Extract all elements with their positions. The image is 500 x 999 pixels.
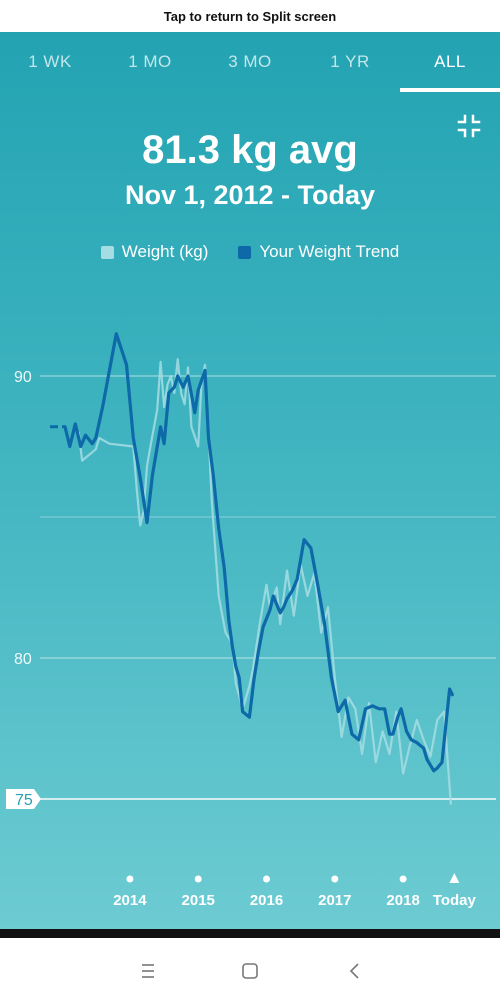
split-screen-banner[interactable]: Tap to return to Split screen bbox=[0, 0, 500, 32]
x-tick-label: 2014 bbox=[113, 892, 147, 909]
date-range-subtitle: Nov 1, 2012 - Today bbox=[124, 180, 376, 210]
tab-label: ALL bbox=[434, 52, 466, 71]
tab-3-months[interactable]: 3 MO bbox=[200, 32, 300, 92]
trend-series-line bbox=[63, 332, 454, 773]
y-tick-label: 75 bbox=[15, 792, 33, 809]
x-tick-marker bbox=[399, 875, 407, 883]
y-tick-label: 90 bbox=[14, 369, 32, 386]
x-tick-marker bbox=[263, 875, 271, 883]
tab-1-week[interactable]: 1 WK bbox=[0, 32, 100, 92]
x-tick-marker bbox=[126, 875, 134, 883]
x-tick-label: 2018 bbox=[386, 892, 419, 909]
tab-all[interactable]: ALL bbox=[400, 32, 500, 92]
tab-1-year[interactable]: 1 YR bbox=[300, 32, 400, 92]
x-tick-triangle-marker bbox=[449, 873, 460, 883]
legend-label-weight: Weight (kg) bbox=[121, 242, 209, 261]
menu-icon[interactable] bbox=[133, 956, 163, 986]
legend-item-weight: Weight (kg) bbox=[100, 242, 209, 262]
x-tick-label: 2016 bbox=[250, 892, 283, 909]
tab-label: 1 YR bbox=[330, 52, 370, 71]
weight-series-line bbox=[77, 358, 452, 805]
split-screen-label: Tap to return to Split screen bbox=[163, 8, 337, 24]
time-range-tabs: 1 WK 1 MO 3 MO 1 YR ALL bbox=[0, 32, 500, 92]
x-tick-label: 2017 bbox=[318, 892, 351, 909]
average-weight-headline: 81.3 kg avg bbox=[142, 128, 358, 172]
home-square-icon[interactable] bbox=[235, 956, 265, 986]
tab-label: 1 MO bbox=[128, 52, 172, 71]
tab-label: 3 MO bbox=[228, 52, 272, 71]
x-tick-label: 2015 bbox=[182, 892, 215, 909]
collapse-icon[interactable] bbox=[455, 112, 483, 140]
legend-swatch-trend bbox=[238, 245, 252, 259]
y-tick-badge bbox=[6, 789, 41, 809]
legend-label-trend: Your Weight Trend bbox=[259, 242, 400, 261]
tab-label: 1 WK bbox=[28, 52, 72, 71]
legend-swatch-weight bbox=[100, 245, 114, 259]
x-tick-marker bbox=[194, 875, 202, 883]
chart-legend: Weight (kg) Your Weight Trend bbox=[0, 242, 500, 262]
y-tick-label: 80 bbox=[14, 651, 32, 668]
back-chevron-icon[interactable] bbox=[340, 956, 370, 986]
tab-1-month[interactable]: 1 MO bbox=[100, 32, 200, 92]
weight-line-chart[interactable]: 90 80 75 2014 2015 2016 2017 2018 Today bbox=[0, 32, 500, 929]
weight-chart-screen: 1 WK 1 MO 3 MO 1 YR ALL 81.3 kg avg Nov … bbox=[0, 32, 500, 929]
system-navigation-bar bbox=[0, 929, 500, 999]
x-tick-label: Today bbox=[433, 892, 477, 909]
x-tick-marker bbox=[331, 875, 339, 883]
legend-item-trend: Your Weight Trend bbox=[238, 242, 399, 262]
